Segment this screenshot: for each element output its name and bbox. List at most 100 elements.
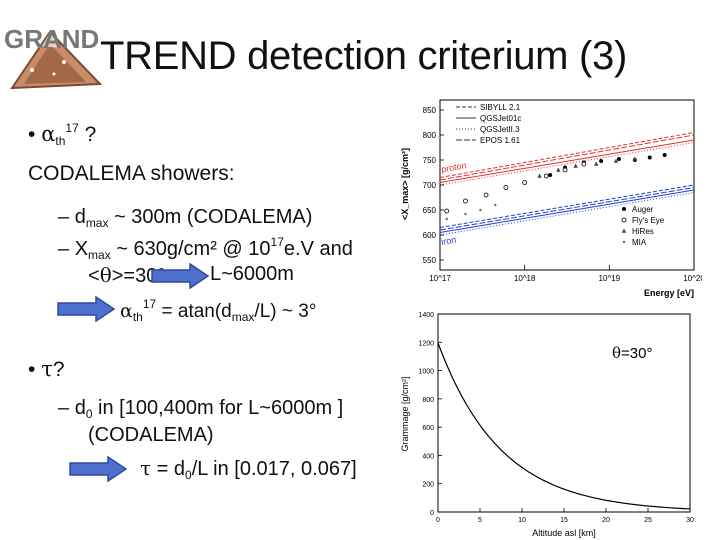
x-tick-label: 25 (644, 517, 652, 524)
xmax-value: ~ 630g/cm² @ 10 (110, 238, 271, 260)
sub-bullet-xmax: – Xmax ~ 630g/cm² @ 1017e.V and (58, 235, 353, 262)
y-tick-label: 550 (423, 256, 437, 265)
y-axis-label: <X_max> [g/cm²] (400, 148, 410, 220)
x-tick-label: 0 (436, 517, 440, 524)
legend-marker (622, 207, 626, 211)
xmax-energy-exponent: 17 (270, 235, 284, 249)
hires-point (632, 156, 638, 161)
hires-point (594, 161, 599, 166)
theta-symbol: θ (612, 344, 621, 362)
alpha-formula: αth17 = atan(dmax/L) ~ 3° (120, 297, 316, 324)
x-tick-label: 5 (478, 517, 482, 524)
flys-eye-point (444, 208, 450, 214)
legend-model-label: EPOS 1.61 (480, 136, 521, 145)
mia-point (494, 203, 497, 207)
alpha-question: ? (78, 123, 97, 146)
iron-label: iron (440, 235, 457, 247)
theta-symbol: θ (99, 263, 112, 287)
tau-formula: τ = d0/L in [0.017, 0.067] (140, 456, 357, 482)
legend-marker (622, 240, 626, 244)
iron-model-line (439, 189, 695, 233)
y-axis-label: Grammage [g/cm²] (400, 376, 410, 451)
hires-point (573, 163, 578, 168)
y-tick-label: 200 (422, 482, 434, 489)
legend-model-label: QGSJetII.3 (480, 125, 520, 134)
bullet-alpha: • αth17 ? (28, 121, 96, 148)
legend-data-label: HiRes (632, 227, 654, 236)
flys-eye-point (581, 161, 587, 167)
alpha-symbol: α (120, 300, 133, 322)
auger-point (616, 157, 621, 161)
formula-start: = atan(d (156, 301, 232, 322)
dash: – (58, 397, 70, 419)
alpha-superscript: 17 (65, 121, 79, 135)
y-tick-label: 1000 (418, 369, 434, 376)
proton-model-line (439, 132, 695, 178)
bullet-marker: • (28, 123, 36, 146)
y-tick-label: 600 (422, 425, 434, 432)
right-arrow-icon (151, 263, 210, 289)
x-tick-label: 30 (686, 517, 694, 524)
sub-bullet-d0: – d0 in [100,400m for L~6000m ] (58, 397, 343, 421)
proton-model-line (439, 134, 695, 181)
y-tick-label: 800 (423, 131, 437, 140)
grammage-curve (437, 342, 691, 510)
distance-value: L~6000m (210, 263, 294, 285)
theta-open: < (88, 265, 100, 287)
flys-eye-point (543, 173, 549, 179)
d0-range: in [100,400m for L~6000m ] (92, 397, 344, 419)
legend-marker (621, 217, 627, 223)
proton-label: proton (440, 160, 467, 174)
x-tick-label: 10 (518, 517, 526, 524)
x-tick-label: 10^19 (599, 274, 621, 283)
y-tick-label: 700 (423, 181, 437, 190)
legend-data-label: MIA (632, 238, 647, 247)
dmax-subscript: max (231, 310, 255, 324)
legend-model-label: SIBYLL 2.1 (480, 103, 521, 112)
dash: – (58, 238, 70, 260)
flys-eye-point (562, 167, 568, 173)
tau-symbol: τ (140, 456, 152, 480)
iron-model-line (439, 184, 695, 228)
iron-model-line (439, 192, 695, 236)
iron-model-line (439, 187, 695, 231)
x-tick-label: 10^17 (429, 274, 451, 283)
x-tick-label: 15 (560, 517, 568, 524)
mia-point (445, 217, 448, 221)
xmax-subscript: max (88, 248, 111, 262)
dash: – (58, 206, 70, 228)
slide-title: TREND detection criterium (3) (100, 34, 627, 78)
alpha-subscript: th (132, 310, 143, 324)
tau-formula-range: /L in [0.017, 0.067] (191, 458, 357, 480)
y-tick-label: 650 (423, 206, 437, 215)
alpha-symbol: α (41, 122, 56, 146)
proton-model-line (439, 139, 695, 183)
auger-point (599, 159, 604, 163)
x-tick-label: 10^18 (514, 274, 536, 283)
alpha-subscript: th (55, 134, 66, 148)
hires-point (613, 158, 619, 163)
tau-question: ? (52, 358, 65, 381)
hires-point (556, 167, 561, 172)
mia-point (464, 212, 467, 216)
bullet-tau: • τ? (28, 357, 65, 382)
bullet-marker: • (28, 358, 36, 381)
dmax-value: ~ 300m (CODALEMA) (108, 206, 313, 228)
d0-subscript: 0 (185, 468, 192, 482)
codalema-paren: (CODALEMA) (88, 424, 214, 446)
x-axis-label: Altitude asl [km] (532, 528, 596, 538)
tau-formula-mid: = d (151, 458, 185, 480)
flys-eye-point (463, 198, 468, 204)
y-tick-label: 1200 (418, 340, 434, 347)
logo-text: GRAND (4, 24, 99, 54)
right-arrow-icon (69, 456, 128, 482)
flys-eye-point (503, 185, 509, 190)
auger-point (647, 155, 652, 160)
legend-data-label: Fly's Eye (632, 216, 665, 225)
angle-value: =30° (621, 345, 652, 362)
xmax-tail: e.V and (283, 238, 353, 260)
grammage-altitude-chart: 0 200 400 600 800 1000 1200 1400 0 5 10 15 20 25 30 Gra… (400, 312, 694, 538)
dmax-subscript: max (85, 216, 109, 230)
sub-bullet-dmax: – dmax ~ 300m (CODALEMA) (58, 206, 312, 230)
